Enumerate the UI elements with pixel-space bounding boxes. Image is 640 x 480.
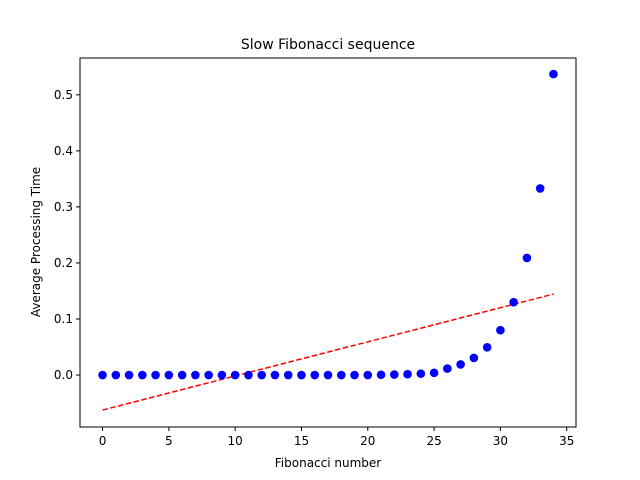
series-layer (98, 69, 558, 411)
data-point (350, 370, 359, 380)
plot-frame (79, 57, 577, 428)
data-point (98, 370, 107, 380)
data-point (456, 360, 465, 369)
data-point (469, 353, 479, 363)
data-point (124, 370, 134, 380)
data-point (323, 370, 333, 380)
data-point (390, 370, 399, 379)
data-point (482, 343, 492, 352)
y-tick-label: 0.1 (54, 312, 73, 326)
y-tick-label: 0.5 (54, 88, 73, 102)
data-point (257, 370, 266, 380)
data-point (244, 370, 253, 380)
data-point (403, 369, 412, 379)
data-point (522, 253, 532, 263)
x-tick-label: 30 (493, 434, 508, 448)
data-point (204, 370, 213, 380)
x-tick-label: 15 (294, 434, 309, 448)
y-axis: 0.0 0.1 0.2 0.3 0.4 0.5 (54, 88, 80, 382)
y-axis-label: Average Processing Time (29, 167, 43, 317)
x-axis: 0 5 10 15 20 25 30 35 (99, 427, 574, 448)
x-tick-label: 35 (559, 434, 574, 448)
data-point (177, 370, 187, 380)
x-tick-label: 0 (99, 434, 107, 448)
data-point (270, 370, 280, 380)
data-point (151, 370, 160, 380)
data-point (496, 325, 505, 335)
x-tick-label: 10 (228, 434, 243, 448)
data-point (191, 370, 200, 380)
plot-area (79, 57, 577, 428)
y-tick-label: 0.2 (54, 256, 73, 270)
data-point (138, 370, 147, 380)
y-tick-label: 0.3 (54, 200, 73, 214)
data-point (164, 370, 174, 380)
trend-line (102, 293, 554, 411)
data-point (376, 370, 386, 380)
data-point (363, 370, 373, 380)
x-axis-label: Fibonacci number (275, 456, 382, 470)
data-point (416, 369, 426, 378)
x-tick-label: 20 (360, 434, 375, 448)
x-tick-label: 5 (165, 434, 173, 448)
data-point (297, 370, 306, 380)
data-point (509, 297, 518, 307)
data-point (535, 184, 545, 193)
data-point (283, 370, 293, 380)
x-tick-label: 25 (426, 434, 441, 448)
data-point (429, 368, 439, 378)
data-point (443, 364, 452, 373)
data-point (310, 370, 320, 380)
data-point (217, 370, 227, 380)
chart-title: Slow Fibonacci sequence (241, 37, 415, 53)
data-point (230, 370, 240, 380)
y-tick-label: 0.4 (54, 144, 73, 158)
y-tick-label: 0.0 (54, 368, 73, 382)
data-point (111, 370, 121, 380)
data-point (549, 69, 558, 79)
data-point (336, 370, 346, 380)
